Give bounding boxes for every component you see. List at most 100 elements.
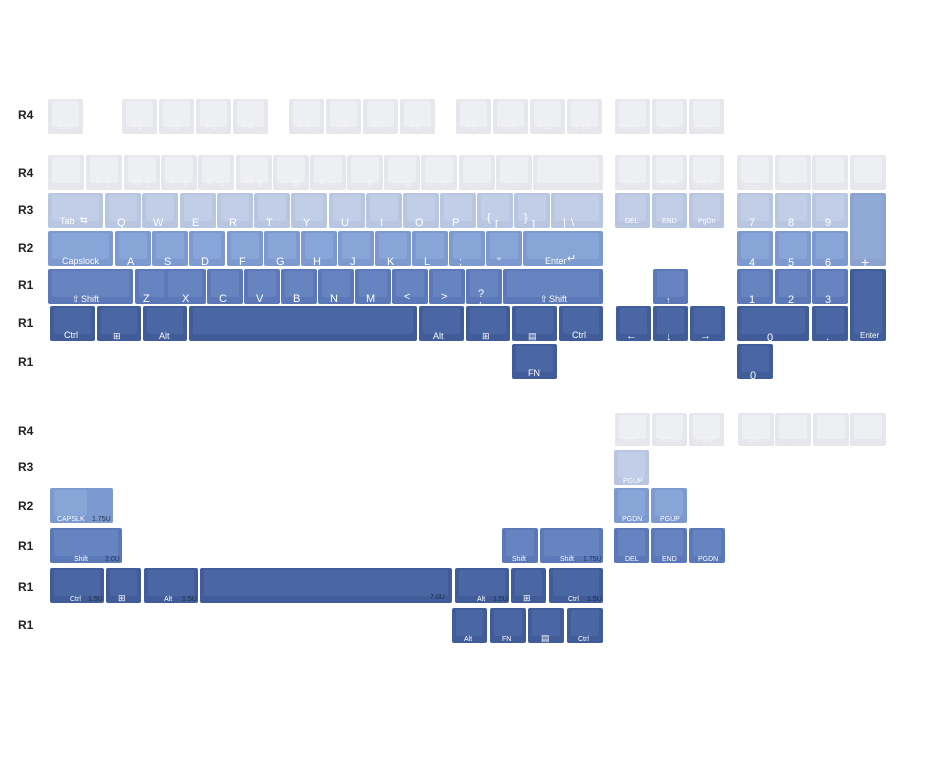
key-tab[interactable]: Tab ⇆ <box>48 193 103 228</box>
key-scrolllock[interactable]: ScLk <box>652 99 687 134</box>
key-f[interactable]: F <box>227 231 263 268</box>
key-spacebar-700[interactable]: 7.0U <box>200 568 452 603</box>
key-capslk-175[interactable]: CAPSLK 1.75U <box>50 488 113 523</box>
key-numpad-4[interactable]: 4 <box>737 231 773 269</box>
key-numpad-1[interactable]: 1 <box>737 269 773 306</box>
key-pgdn-r1[interactable]: PGDN <box>689 528 725 563</box>
key-left-shift[interactable]: ⇧ Shift <box>48 269 133 304</box>
key-numpad-minus[interactable]: - <box>850 155 886 190</box>
key-left-ctrl[interactable]: Ctrl <box>50 306 95 341</box>
key-f2[interactable]: F2 <box>159 99 194 134</box>
key-pgup-r3[interactable]: PGUP <box>614 450 649 485</box>
key-left-shift-200[interactable]: Shift 2.0U <box>50 528 122 563</box>
key-enter[interactable]: Enter ↵ <box>523 231 603 266</box>
key-k[interactable]: K <box>375 231 411 268</box>
key-f1[interactable]: F1 <box>122 99 157 134</box>
key-numpad-5[interactable]: 5 <box>775 231 811 269</box>
key-home[interactable]: HOME <box>652 155 687 190</box>
key-f12[interactable]: F12 <box>567 99 602 134</box>
key-left-bracket[interactable]: {[ <box>477 193 513 231</box>
key-0[interactable]: ) 0 <box>421 155 457 190</box>
key-end-r1[interactable]: END <box>651 528 687 563</box>
key-b[interactable]: B <box>281 269 317 305</box>
key-semicolon[interactable]: ; <box>449 231 485 268</box>
key-left-win[interactable]: ⊞ <box>97 306 141 341</box>
key-pgup-r2[interactable]: PGUP <box>651 488 687 523</box>
key-c[interactable]: C <box>207 269 243 305</box>
key-right-ctrl[interactable]: Ctrl <box>559 306 603 341</box>
key-o[interactable]: O <box>403 193 439 229</box>
key-numpad-9[interactable]: 9 <box>812 193 848 229</box>
key-pgdn[interactable]: PgDn <box>689 193 724 228</box>
key-menu[interactable]: ▤ <box>512 306 557 341</box>
key-m[interactable]: M <box>355 269 391 305</box>
key-arrow-right[interactable]: → <box>690 306 725 342</box>
key-f4[interactable]: F4 <box>233 99 268 134</box>
key-numpad-minus-alt[interactable]: - <box>850 413 886 446</box>
key-4[interactable]: $4 <box>198 155 234 190</box>
key-numpad-divide[interactable]: / <box>775 155 811 190</box>
key-f3[interactable]: F3 <box>196 99 231 134</box>
key-numpad-dot[interactable]: . <box>812 306 848 343</box>
key-f11[interactable]: F11 <box>530 99 565 134</box>
key-right-bracket[interactable]: }] <box>514 193 550 231</box>
key-fn-1u[interactable]: FN <box>490 608 526 643</box>
key-arrow-up[interactable]: ↑ <box>653 269 688 305</box>
key-right-shift-1u[interactable]: Shift <box>502 528 538 563</box>
key-numlock-alt[interactable]: Num <box>738 413 774 446</box>
key-right-ctrl-150[interactable]: Ctrl 1.5U <box>549 568 603 603</box>
key-win-1u[interactable]: ⊞ <box>106 568 141 603</box>
key-a[interactable]: A <box>115 231 151 268</box>
key-numpad-0[interactable]: 0 <box>737 306 809 344</box>
key-8[interactable]: * 8 <box>347 155 383 190</box>
key-6[interactable]: ^ 6 <box>273 155 309 190</box>
key-t[interactable]: T <box>254 193 290 229</box>
key-ins-alt[interactable]: INS <box>615 413 650 446</box>
key-home-alt[interactable]: HOME <box>652 413 687 446</box>
key-f5[interactable]: F5 <box>289 99 324 134</box>
key-numpad-enter[interactable]: Enter <box>850 269 886 341</box>
key-ctrl-1u[interactable]: Ctrl <box>567 608 603 643</box>
key-numpad-2[interactable]: 2 <box>775 269 811 306</box>
key-numpad-0-alt[interactable]: 0 <box>737 344 773 382</box>
key-e[interactable]: E <box>180 193 216 229</box>
key-u[interactable]: U <box>329 193 365 229</box>
key-right-alt[interactable]: Alt <box>419 306 464 341</box>
key-right-alt-150[interactable]: Alt 1.5U <box>455 568 509 603</box>
key-backspace[interactable]: ← <box>533 155 603 190</box>
key-x[interactable]: X <box>164 269 206 305</box>
key-9[interactable]: (9 <box>384 155 420 190</box>
key-numpad-divide-alt[interactable]: / <box>775 413 811 446</box>
key-esc[interactable]: Esc <box>48 99 83 134</box>
key-pgdn-r2[interactable]: PGDN <box>614 488 649 523</box>
key-f8[interactable]: F8 <box>400 99 435 134</box>
key-left-alt-150[interactable]: Alt 1.5U <box>144 568 198 603</box>
key-backslash[interactable]: | \ <box>551 193 603 229</box>
key-n[interactable]: N <box>318 269 354 305</box>
key-fn[interactable]: FN <box>512 344 557 379</box>
key-left-alt[interactable]: Alt <box>143 306 187 341</box>
key-7[interactable]: & 7 <box>310 155 346 190</box>
key-h[interactable]: H <box>301 231 337 268</box>
key-r[interactable]: R <box>217 193 253 229</box>
key-comma[interactable]: < <box>392 269 428 304</box>
key-period[interactable]: > <box>429 269 465 304</box>
key-minus[interactable]: _ - <box>459 155 495 190</box>
key-arrow-left[interactable]: ← <box>616 306 651 342</box>
key-l[interactable]: L <box>412 231 448 268</box>
key-left-ctrl-150[interactable]: Ctrl 1.5U <box>50 568 104 603</box>
key-right-shift-175[interactable]: Shift 1.75U <box>540 528 603 563</box>
key-1[interactable]: ! 1 <box>86 155 122 190</box>
key-numpad-3[interactable]: 3 <box>812 269 848 306</box>
key-f6[interactable]: F6 <box>326 99 361 134</box>
key-pgup[interactable]: PgUP <box>689 155 724 190</box>
key-quote[interactable]: " <box>486 231 522 268</box>
key-numlock[interactable]: Num Lock <box>737 155 773 191</box>
key-capslock[interactable]: Capslock <box>48 231 113 266</box>
key-tilde[interactable]: ~ <box>48 155 84 190</box>
key-menu-1u[interactable]: ▤ <box>528 608 564 643</box>
key-2[interactable]: @2 <box>124 155 160 190</box>
key-slash[interactable]: ?/ <box>466 269 502 313</box>
key-y[interactable]: Y <box>291 193 327 229</box>
key-ins[interactable]: INS <box>615 155 650 190</box>
